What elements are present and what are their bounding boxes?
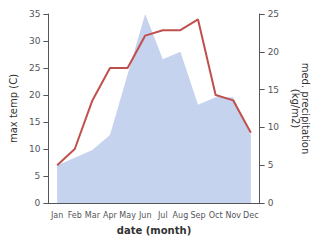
svg-text:Nov: Nov xyxy=(225,211,241,220)
svg-text:0: 0 xyxy=(35,198,41,208)
svg-text:0: 0 xyxy=(268,198,274,208)
svg-text:Mar: Mar xyxy=(85,211,101,220)
svg-text:10: 10 xyxy=(268,122,280,132)
svg-text:20: 20 xyxy=(29,90,41,100)
svg-text:Jan: Jan xyxy=(50,211,63,220)
svg-text:Feb: Feb xyxy=(68,211,82,220)
svg-text:max temp (C): max temp (C) xyxy=(8,74,19,143)
svg-text:Oct: Oct xyxy=(209,211,223,220)
svg-text:Jun: Jun xyxy=(138,211,152,220)
svg-text:Apr: Apr xyxy=(103,211,118,220)
svg-text:35: 35 xyxy=(29,9,40,19)
svg-text:Sep: Sep xyxy=(190,211,205,220)
svg-text:May: May xyxy=(119,211,136,220)
svg-text:5: 5 xyxy=(268,160,274,170)
svg-text:25: 25 xyxy=(29,63,40,73)
svg-text:25: 25 xyxy=(268,9,279,19)
svg-text:10: 10 xyxy=(29,144,41,154)
svg-text:(kg/m2): (kg/m2) xyxy=(290,89,301,129)
svg-text:15: 15 xyxy=(268,85,279,95)
svg-text:30: 30 xyxy=(29,36,41,46)
svg-text:15: 15 xyxy=(29,117,40,127)
svg-text:med. precipitation: med. precipitation xyxy=(299,62,311,155)
svg-text:5: 5 xyxy=(35,171,41,181)
svg-text:Aug: Aug xyxy=(173,211,189,220)
svg-text:20: 20 xyxy=(268,47,280,57)
svg-text:date (month): date (month) xyxy=(117,225,191,236)
svg-text:Dec: Dec xyxy=(243,211,258,220)
svg-text:Jul: Jul xyxy=(157,211,168,220)
